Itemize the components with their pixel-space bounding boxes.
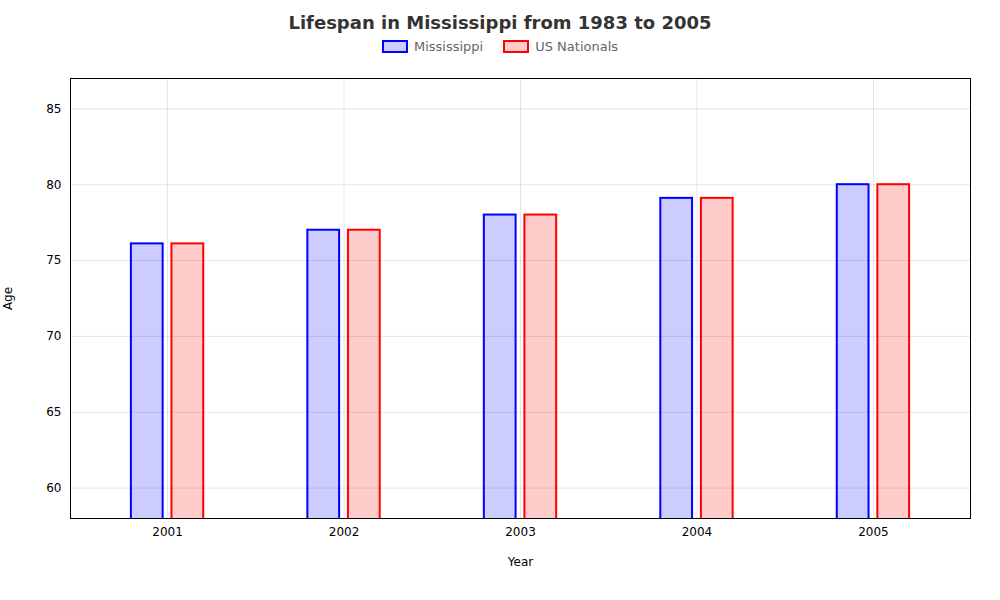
- svg-text:2002: 2002: [329, 525, 360, 539]
- svg-text:2005: 2005: [858, 525, 889, 539]
- svg-text:2004: 2004: [682, 525, 713, 539]
- svg-text:70: 70: [46, 329, 61, 343]
- svg-text:Age: Age: [1, 287, 15, 310]
- html-text:US Nationals: US Nationals: [535, 39, 618, 54]
- html-text:Mississippi: Mississippi: [413, 39, 484, 54]
- html-text:Lifespan in Mississippi from 1: Lifespan in Mississippi from 1983 to 200…: [288, 12, 712, 33]
- svg-text:60: 60: [46, 481, 61, 495]
- svg-text:85: 85: [46, 102, 61, 116]
- svg-text:80: 80: [46, 178, 61, 192]
- svg-text:75: 75: [46, 253, 61, 267]
- svg-text:Year: Year: [507, 555, 533, 569]
- svg-text:2003: 2003: [505, 525, 536, 539]
- svg-text:65: 65: [46, 405, 61, 419]
- svg-text:2001: 2001: [152, 525, 183, 539]
